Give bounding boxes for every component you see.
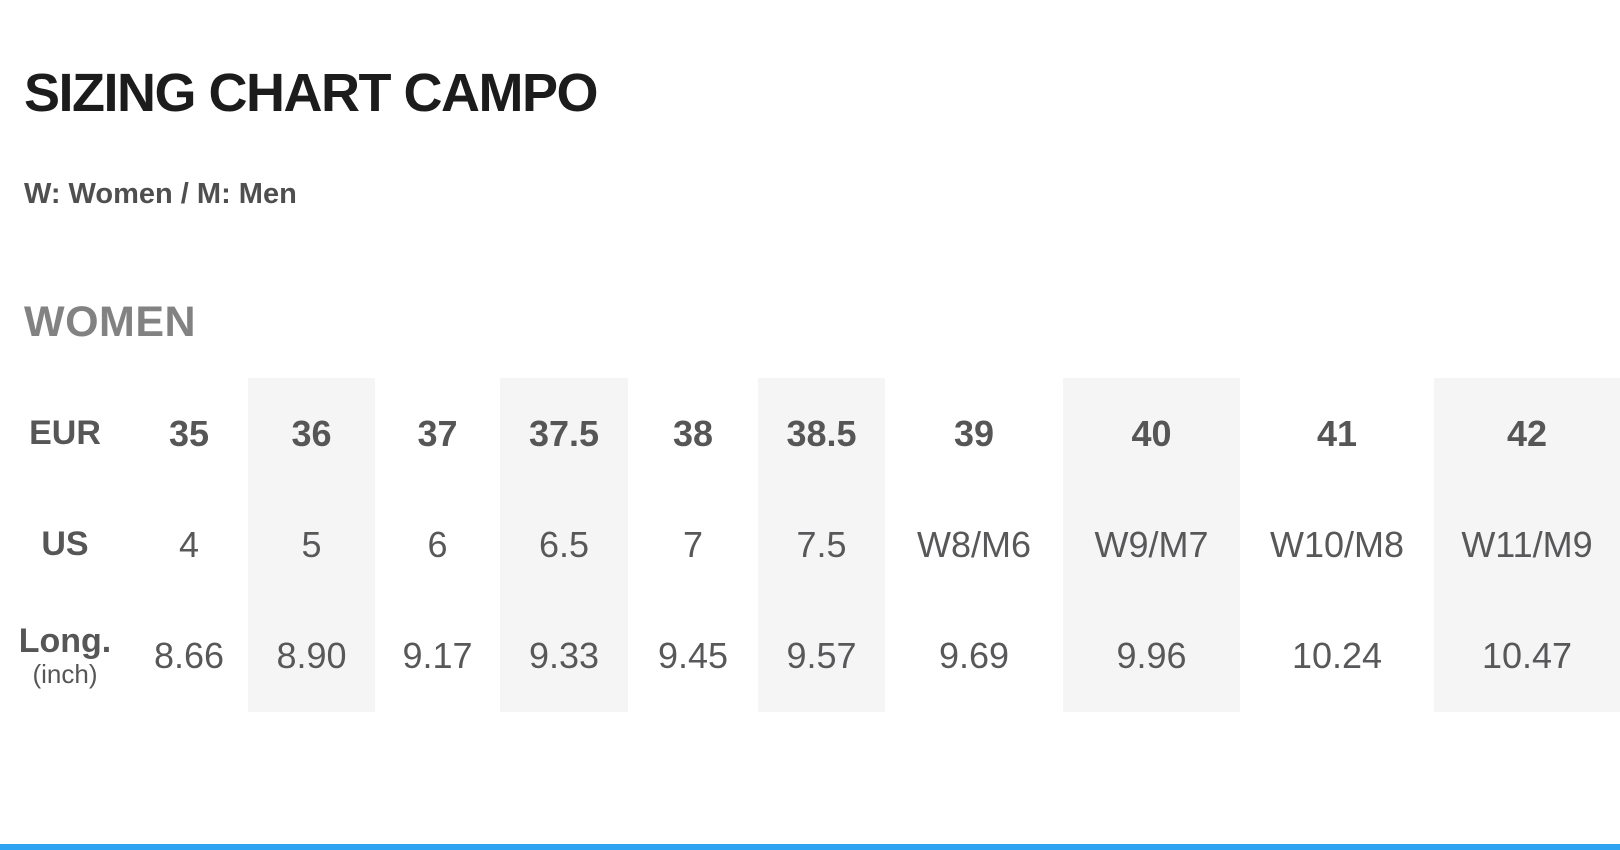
us-size-cell: 6.5 <box>500 490 628 600</box>
section-heading-women: WOMEN <box>24 298 197 346</box>
eur-size-cell: 36 <box>248 378 375 490</box>
eur-size-cell: 39 <box>953 413 995 455</box>
size-legend: W: Women / M: Men <box>24 178 297 210</box>
long-inch-cell: 9.45 <box>657 635 729 677</box>
eur-size-cell: 41 <box>1316 413 1358 455</box>
us-size-cell: W11/M9 <box>1434 490 1620 600</box>
us-size-cell: 6 <box>427 524 448 566</box>
eur-size-cell: 42 <box>1434 378 1620 490</box>
row-label-long: Long. (inch) <box>0 600 130 712</box>
long-inch-cell: 8.66 <box>153 635 225 677</box>
row-label-long-text: Long. <box>18 621 112 660</box>
bottom-accent-bar <box>0 844 1620 850</box>
eur-size-cell: 37.5 <box>500 378 628 490</box>
us-size-cell: 7.5 <box>758 490 885 600</box>
row-label-long-unit: (inch) <box>32 659 98 690</box>
long-inch-cell: 8.90 <box>248 600 375 712</box>
long-inch-cell: 9.69 <box>938 635 1010 677</box>
long-inch-cell: 9.33 <box>500 600 628 712</box>
us-size-cell: 7 <box>682 524 704 566</box>
long-inch-cell: 9.17 <box>402 635 473 677</box>
sizing-table: EUR 35 36 37 37.5 38 38.5 39 40 41 42 US 4 5 6 6.5 7 7.5 W… <box>0 378 1620 712</box>
us-size-cell: 5 <box>248 490 375 600</box>
row-label-eur: EUR <box>29 414 101 453</box>
long-inch-cell: 9.57 <box>758 600 885 712</box>
us-size-cell: 4 <box>178 524 200 566</box>
long-inch-cell: 9.96 <box>1063 600 1240 712</box>
page-title: SIZING CHART CAMPO <box>24 63 599 123</box>
us-size-cell: W10/M8 <box>1269 524 1405 566</box>
long-inch-cell: 10.24 <box>1291 635 1383 677</box>
long-inch-cell: 10.47 <box>1434 600 1620 712</box>
eur-size-cell: 37 <box>417 413 458 455</box>
us-size-cell: W8/M6 <box>916 524 1031 566</box>
eur-size-cell: 40 <box>1063 378 1240 490</box>
eur-size-cell: 38 <box>672 413 714 455</box>
row-label-us: US <box>41 525 89 564</box>
eur-size-cell: 38.5 <box>758 378 885 490</box>
us-size-cell: W9/M7 <box>1063 490 1240 600</box>
eur-size-cell: 35 <box>168 413 210 455</box>
